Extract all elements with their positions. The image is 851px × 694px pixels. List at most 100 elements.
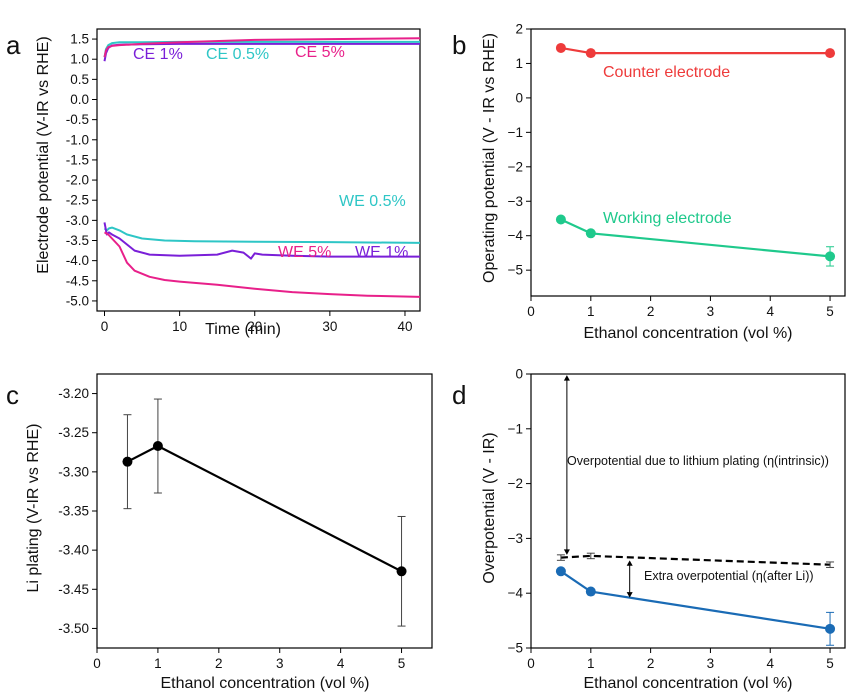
label-ce-1: CE 1%: [133, 46, 183, 63]
panel-c-ytick-label: -3.35: [58, 504, 89, 519]
panel-letter-d: d: [452, 380, 466, 410]
panel-d-plot: 0 1 2 3 4 5 0 −1 −2 −3 −4 −5: [508, 367, 846, 671]
panel-a-ylabel: Electrode potential (V-IR vs RHE): [35, 36, 52, 273]
panel-c-xlabel: Ethanol concentration (vol %): [161, 675, 370, 692]
panel-a-ytick-label: -3.5: [66, 233, 89, 248]
panel-a-ytick-label: -2.0: [66, 173, 89, 188]
panel-b-ytick-label: 0: [515, 90, 523, 105]
panel-d-series-0-line: [560, 554, 831, 566]
panel-letter-c: c: [6, 380, 19, 410]
panel-a-frame: [96, 28, 421, 312]
panel-c-xtick-label: 5: [398, 656, 406, 671]
panel-a-series-5-line: [104, 231, 421, 298]
label-intrinsic-overpotential: Overpotential due to lithium plating (η(…: [567, 454, 829, 468]
panel-a-ytick-label: -1.0: [66, 132, 89, 147]
panel-a-ytick-label: 0.5: [70, 72, 89, 87]
panel-c-xtick-label: 4: [337, 656, 345, 671]
label-counter-electrode: Counter electrode: [603, 64, 730, 81]
arrow-intrinsic-head-top: [563, 375, 570, 381]
panel-a-series-2-line: [103, 37, 421, 58]
panel-a: 0 10 20 30 40 1.5 1.0 0.5 0.0 -0.5 -1.0 -1.5 -2.0 -2.…: [35, 28, 421, 338]
label-we-1: WE 1%: [355, 244, 408, 261]
panel-b-ytick-label: −1: [508, 125, 523, 140]
panel-b-ytick-label: 2: [515, 22, 523, 37]
panel-a-ytick-label: -2.5: [66, 193, 89, 208]
panel-a-ytick-label: 1.5: [70, 32, 89, 47]
panel-c-series-0-point: [122, 456, 133, 467]
panel-b-xtick-label: 3: [707, 304, 715, 319]
panel-a-ytick-label: -3.0: [66, 213, 89, 228]
panel-c-xtick-label: 3: [276, 656, 284, 671]
label-ce-0-5: CE 0.5%: [206, 46, 269, 63]
panel-b-frame: [530, 28, 846, 297]
panel-d-xtick-label: 5: [826, 656, 834, 671]
panel-d-series-1-point: [555, 566, 566, 577]
panel-d-ylabel: Overpotential (V - IR): [481, 432, 498, 583]
panel-a-series-3-line: [103, 226, 421, 244]
panel-b-ytick-label: −4: [508, 228, 524, 243]
panel-b-xtick-label: 5: [826, 304, 834, 319]
panel-letter-a: a: [6, 30, 21, 60]
panel-a-ytick-label: -4.5: [66, 273, 89, 288]
panel-b-series-0-point: [555, 42, 566, 53]
label-extra-overpotential: Extra overpotential (η(after Li)): [644, 569, 814, 583]
panel-b-xtick-label: 1: [587, 304, 595, 319]
panel-b-ylabel: Operating potential (V - IR vs RHE): [481, 33, 498, 283]
arrow-extra-head-bottom: [626, 592, 633, 598]
panel-b-series-0-line: [560, 46, 830, 55]
panel-c-ytick-label: -3.50: [58, 621, 89, 636]
arrow-extra-head-top: [626, 560, 633, 566]
panel-a-plot: 0 10 20 30 40 1.5 1.0 0.5 0.0 -0.5 -1.0 -1.5 -2.0 -2.…: [66, 28, 421, 334]
panel-c: 0 1 2 3 4 5 -3.20 -3.25 -3.30 -3.35 -3.40 -3.45 -3.5…: [25, 373, 433, 692]
panel-d-ytick-label: −5: [508, 641, 523, 656]
panel-d-xtick-label: 3: [707, 656, 715, 671]
panel-d-series-1-point: [585, 586, 596, 597]
panel-b-series-0-point: [825, 48, 836, 59]
panel-d-frame: [530, 373, 846, 649]
label-working-electrode: Working electrode: [603, 210, 732, 227]
panel-c-series-0-point: [396, 566, 407, 577]
panel-a-ytick-label: 1.0: [70, 52, 89, 67]
panel-c-ytick-label: -3.40: [58, 543, 89, 558]
panel-c-xtick-label: 0: [93, 656, 101, 671]
panel-c-ytick-label: -3.30: [58, 464, 89, 479]
panel-b-ytick-label: −5: [508, 263, 523, 278]
panel-a-xlabel: Time (min): [205, 321, 281, 338]
panel-c-xtick-label: 2: [215, 656, 223, 671]
panel-a-ytick-label: -1.5: [66, 152, 89, 167]
panel-b-xtick-label: 4: [766, 304, 774, 319]
panel-b-ytick-label: −3: [508, 194, 523, 209]
panel-b-series-1-point: [555, 214, 566, 225]
panel-a-ytick-label: 0.0: [70, 92, 89, 107]
panel-c-series-0-line: [126, 444, 403, 573]
panel-c-ylabel: Li plating (V-IR vs RHE): [25, 424, 42, 593]
panel-b-series-1-point: [585, 228, 596, 239]
panel-a-xtick-label: 0: [101, 319, 109, 334]
panel-b-ytick-label: −2: [508, 159, 523, 174]
panel-d-ytick-label: 0: [515, 367, 523, 382]
panel-a-xtick-label: 20: [247, 319, 262, 334]
panel-c-series-0-point: [152, 441, 163, 452]
panel-a-xtick-label: 30: [322, 319, 337, 334]
arrow-intrinsic-head-bottom: [563, 549, 570, 555]
panel-a-ytick-label: -0.5: [66, 112, 89, 127]
panel-c-ytick-label: -3.25: [58, 425, 89, 440]
panel-d-xtick-label: 2: [647, 656, 655, 671]
panel-b-series-0-point: [585, 48, 596, 59]
panel-a-xtick-label: 40: [397, 319, 412, 334]
panel-d-series-1-point: [825, 623, 836, 634]
panel-d-xtick-label: 1: [587, 656, 595, 671]
panel-b-xtick-label: 0: [527, 304, 535, 319]
panel-d-ytick-label: −2: [508, 476, 523, 491]
panel-d-ytick-label: −3: [508, 531, 523, 546]
panel-d-xtick-label: 4: [766, 656, 774, 671]
panel-c-xtick-label: 1: [154, 656, 162, 671]
panel-b-plot: 0 1 2 3 4 5 2 1 0 −1 −2 −3 −4 −5: [508, 22, 846, 319]
panel-a-ytick-label: -4.0: [66, 253, 89, 268]
panel-d-xtick-label: 0: [527, 656, 535, 671]
label-ce-5: CE 5%: [295, 44, 345, 61]
label-we-5: WE 5%: [278, 244, 331, 261]
panel-b: 0 1 2 3 4 5 2 1 0 −1 −2 −3 −4 −5 Ethanol concentratio…: [481, 22, 846, 342]
panel-b-ytick-label: 1: [515, 56, 523, 71]
